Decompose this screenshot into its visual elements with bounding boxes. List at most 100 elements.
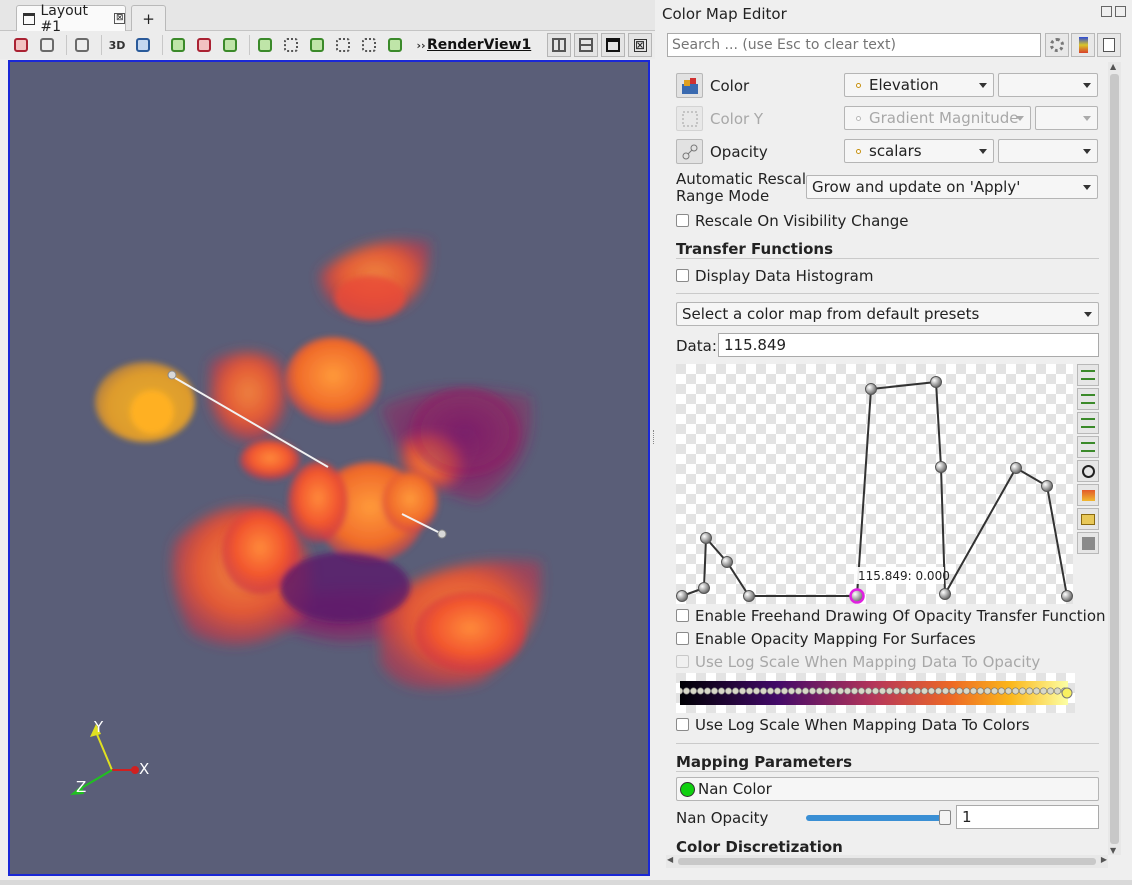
overflow-menu-button[interactable]: ›› — [416, 38, 426, 52]
toggle-3d-button[interactable]: 3D — [108, 38, 126, 52]
opacity-array-value: scalars — [869, 142, 922, 160]
transfer-function-canvas[interactable]: 115.849: 0.000 — [676, 364, 1073, 604]
splitter-handle[interactable] — [653, 430, 656, 444]
opacity-transfer-function-editor[interactable]: 115.849: 0.000 — [676, 364, 1073, 604]
nan-color-button[interactable]: Nan Color — [676, 777, 1099, 801]
scrollbar-thumb[interactable] — [1110, 74, 1119, 844]
opacity-surfaces-label: Enable Opacity Mapping For Surfaces — [695, 630, 976, 648]
zoom-to-box-icon[interactable] — [132, 34, 154, 56]
choose-preset-button[interactable] — [1077, 484, 1099, 506]
search-input[interactable] — [667, 33, 1041, 57]
axis-z-label: Z — [76, 778, 86, 796]
layout-area: Layout #1 ⊠ + 3D ›› RenderView1 ⊠ — [0, 0, 656, 876]
scroll-down-icon[interactable]: ▼ — [1110, 846, 1117, 855]
hover-points-icon[interactable] — [384, 34, 406, 56]
rescale-mode-select[interactable]: Grow and update on 'Apply' — [806, 175, 1098, 199]
nan-color-label: Nan Color — [698, 780, 772, 798]
tab-layout-1-label: Layout #1 — [40, 2, 89, 35]
select-cells-on-icon[interactable] — [167, 34, 189, 56]
select-points-on-icon[interactable] — [193, 34, 215, 56]
nan-opacity-label: Nan Opacity — [676, 809, 769, 827]
status-bar — [0, 880, 1132, 885]
horizontal-scrollbar[interactable]: ◀ ▶ — [666, 855, 1108, 868]
toolbar-separator — [162, 35, 163, 55]
color-label: Color — [710, 77, 750, 95]
chevron-down-icon — [1083, 116, 1091, 121]
preset-select[interactable]: Select a color map from default presets — [676, 302, 1099, 326]
volume-rendering: Y X Z — [70, 240, 542, 796]
invert-transfer-function-button[interactable] — [1077, 460, 1099, 482]
vertical-scrollbar[interactable]: ▲ ▼ — [1108, 62, 1121, 855]
section-divider — [676, 258, 1099, 259]
edit-color-legend-button[interactable] — [1097, 33, 1121, 57]
freehand-drawing-checkbox[interactable] — [676, 609, 689, 622]
rescale-mode-value: Grow and update on 'Apply' — [812, 178, 1021, 196]
volume-core — [95, 276, 525, 672]
close-tab-icon[interactable]: ⊠ — [114, 13, 125, 24]
close-panel-icon[interactable] — [1115, 6, 1126, 17]
chevron-down-icon — [1016, 116, 1024, 121]
log-scale-colors-label: Use Log Scale When Mapping Data To Color… — [695, 716, 1030, 734]
rescale-to-data-range-button[interactable] — [1077, 364, 1099, 386]
maximize-view-button[interactable] — [601, 33, 625, 57]
opacity-component-select[interactable] — [998, 139, 1098, 163]
tab-layout-1[interactable]: Layout #1 ⊠ — [16, 3, 126, 35]
scroll-right-icon[interactable]: ▶ — [1100, 855, 1107, 864]
log-scale-colors-checkbox[interactable] — [676, 718, 689, 731]
split-horizontal-button[interactable] — [547, 33, 571, 57]
section-divider — [676, 771, 1099, 772]
rescale-to-visible-range-button[interactable] — [1077, 436, 1099, 458]
color-transfer-function-editor[interactable] — [676, 673, 1075, 713]
line-widget[interactable] — [167, 370, 447, 539]
reset-camera-closest-icon[interactable] — [36, 34, 58, 56]
selected-control-point[interactable] — [849, 588, 865, 604]
interactive-select-cells-icon[interactable] — [332, 34, 354, 56]
nan-opacity-slider[interactable] — [806, 810, 951, 825]
color-component-select[interactable] — [998, 73, 1098, 97]
preset-select-value: Select a color map from default presets — [682, 305, 980, 323]
nan-opacity-field[interactable]: 1 — [956, 805, 1099, 829]
float-panel-icon[interactable] — [1101, 6, 1112, 17]
opacity-surfaces-checkbox[interactable] — [676, 632, 689, 645]
opacity-label: Opacity — [710, 143, 768, 161]
scroll-left-icon[interactable]: ◀ — [667, 855, 674, 864]
chevron-down-icon — [1083, 185, 1091, 190]
toolbar-separator — [101, 35, 102, 55]
control-points[interactable] — [676, 376, 1073, 602]
interactive-select-points-icon[interactable] — [358, 34, 380, 56]
select-points-through-icon[interactable] — [254, 34, 276, 56]
color-legend-button[interactable] — [1071, 33, 1095, 57]
color-map-button[interactable] — [676, 73, 703, 98]
color-map-editor-panel: Color Map Editor Color Elevation Color Y… — [658, 0, 1132, 885]
rescale-visibility-checkbox[interactable] — [676, 214, 689, 227]
color-y-label: Color Y — [710, 110, 764, 128]
color-control-point[interactable] — [1061, 687, 1073, 699]
rescale-mode-label: Automatic Rescale Range Mode — [676, 171, 815, 205]
capture-screenshot-icon[interactable] — [71, 34, 93, 56]
data-value-field[interactable]: 115.849 — [718, 333, 1099, 357]
scrollbar-thumb[interactable] — [678, 858, 1096, 865]
close-view-button[interactable]: ⊠ — [628, 33, 652, 57]
control-point-tooltip: 115.849: 0.000 — [858, 569, 950, 583]
opacity-array-select[interactable]: scalars — [844, 139, 994, 163]
save-preset-button[interactable] — [1077, 508, 1099, 530]
layout-tabbar: Layout #1 ⊠ + — [0, 0, 655, 35]
view-toolbar: 3D ›› — [0, 31, 655, 59]
slider-handle[interactable] — [939, 810, 951, 825]
select-cells-through-icon[interactable] — [219, 34, 241, 56]
scroll-up-icon[interactable]: ▲ — [1110, 62, 1117, 71]
color-bar-canvas[interactable] — [676, 673, 1075, 713]
section-divider — [676, 743, 1099, 744]
select-block-icon[interactable] — [306, 34, 328, 56]
display-histogram-checkbox[interactable] — [676, 269, 689, 282]
rescale-to-custom-range-button[interactable] — [1077, 388, 1099, 410]
settings-button[interactable] — [1045, 33, 1069, 57]
add-layout-tab-button[interactable]: + — [131, 5, 166, 31]
render-view[interactable]: Y X Z — [8, 60, 650, 876]
reset-camera-icon[interactable] — [10, 34, 32, 56]
opacity-button[interactable] — [676, 139, 703, 164]
split-vertical-button[interactable] — [574, 33, 598, 57]
rescale-to-data-range-over-time-button[interactable] — [1077, 412, 1099, 434]
select-polygon-cells-icon[interactable] — [280, 34, 302, 56]
color-array-select[interactable]: Elevation — [844, 73, 994, 97]
